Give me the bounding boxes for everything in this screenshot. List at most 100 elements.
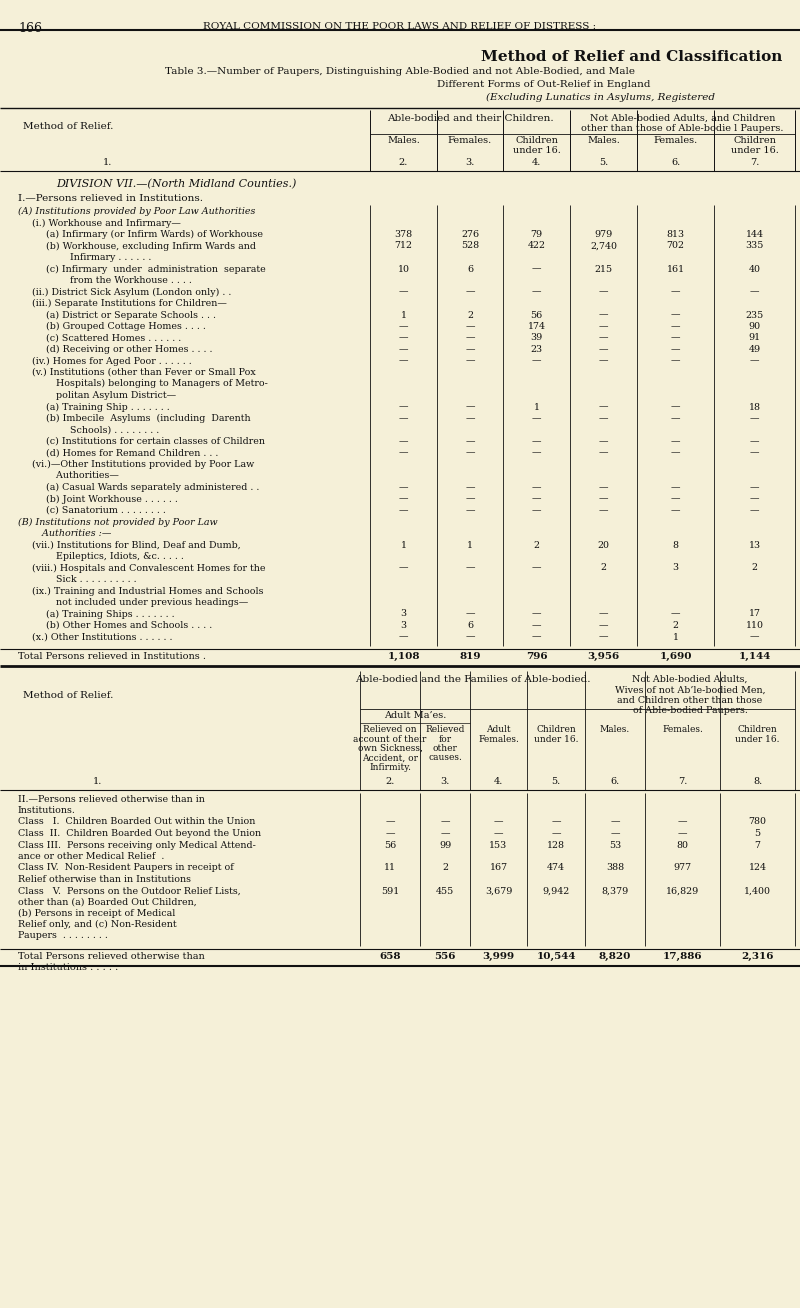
Text: 796: 796	[526, 651, 547, 661]
Text: (x.) Other Institutions . . . . . .: (x.) Other Institutions . . . . . .	[32, 633, 173, 641]
Text: 10: 10	[398, 264, 410, 273]
Text: —: —	[466, 288, 474, 297]
Text: (c) Infirmary  under  administration  separate: (c) Infirmary under administration separ…	[46, 264, 266, 273]
Text: 388: 388	[606, 863, 624, 872]
Text: 2: 2	[467, 310, 473, 319]
Text: 174: 174	[527, 322, 546, 331]
Text: Method of Relief.: Method of Relief.	[23, 691, 114, 700]
Text: 56: 56	[384, 841, 396, 849]
Text: —: —	[670, 345, 680, 354]
Text: (B) Institutions not provided by Poor Law: (B) Institutions not provided by Poor La…	[18, 518, 218, 527]
Text: Adult: Adult	[486, 725, 511, 734]
Text: 79: 79	[530, 230, 542, 239]
Text: 90: 90	[749, 322, 761, 331]
Text: Method of Relief.: Method of Relief.	[23, 122, 114, 131]
Text: 455: 455	[436, 887, 454, 896]
Text: 5: 5	[754, 829, 761, 838]
Text: 235: 235	[746, 310, 764, 319]
Text: 53: 53	[609, 841, 621, 849]
Text: 2: 2	[751, 564, 758, 573]
Text: —: —	[750, 506, 759, 515]
Text: —: —	[398, 288, 408, 297]
Text: 49: 49	[749, 345, 761, 354]
Text: 9,942: 9,942	[542, 887, 570, 896]
Text: 99: 99	[439, 841, 451, 849]
Text: —: —	[750, 483, 759, 492]
Text: Relief only, and (c) Non-Resident: Relief only, and (c) Non-Resident	[18, 921, 177, 930]
Text: —: —	[398, 322, 408, 331]
Text: Class   I.  Children Boarded Out within the Union: Class I. Children Boarded Out within the…	[18, 818, 255, 827]
Text: Males.: Males.	[600, 725, 630, 734]
Text: 2: 2	[442, 863, 448, 872]
Text: 813: 813	[666, 230, 685, 239]
Text: (vi.)—Other Institutions provided by Poor Law: (vi.)—Other Institutions provided by Poo…	[32, 460, 254, 470]
Text: 80: 80	[677, 841, 689, 849]
Text: Able-bodied and the Families of Able-bodied.: Able-bodied and the Families of Able-bod…	[354, 675, 590, 684]
Text: —: —	[398, 506, 408, 515]
Text: —: —	[532, 264, 542, 273]
Text: —: —	[466, 345, 474, 354]
Text: 422: 422	[527, 242, 546, 251]
Text: 1.: 1.	[103, 158, 113, 167]
Text: 3,999: 3,999	[482, 952, 514, 961]
Text: —: —	[532, 288, 542, 297]
Text: —: —	[598, 610, 608, 619]
Text: —: —	[494, 829, 503, 838]
Text: —: —	[386, 829, 394, 838]
Text: —: —	[750, 449, 759, 458]
Text: (b) Other Homes and Schools . . . .: (b) Other Homes and Schools . . . .	[46, 621, 212, 630]
Text: 215: 215	[594, 264, 613, 273]
Text: (a) Training Ships . . . . . . .: (a) Training Ships . . . . . . .	[46, 610, 174, 619]
Text: (b) Imbecile  Asylums  (including  Darenth: (b) Imbecile Asylums (including Darenth	[46, 415, 250, 422]
Text: —: —	[598, 437, 608, 446]
Text: under 16.: under 16.	[730, 146, 778, 156]
Text: (b) Joint Workhouse . . . . . .: (b) Joint Workhouse . . . . . .	[46, 494, 178, 504]
Text: —: —	[670, 437, 680, 446]
Text: 153: 153	[490, 841, 508, 849]
Text: Children: Children	[733, 136, 776, 145]
Text: 16,829: 16,829	[666, 887, 699, 896]
Text: —: —	[466, 506, 474, 515]
Text: 6.: 6.	[610, 777, 620, 786]
Text: 1.: 1.	[94, 777, 102, 786]
Text: —: —	[466, 403, 474, 412]
Text: 276: 276	[461, 230, 479, 239]
Text: 161: 161	[666, 264, 685, 273]
Text: 166: 166	[18, 22, 42, 35]
Text: 1: 1	[467, 540, 473, 549]
Text: Class   V.  Persons on the Outdoor Relief Lists,: Class V. Persons on the Outdoor Relief L…	[18, 887, 241, 896]
Text: Adult Ma’es.: Adult Ma’es.	[384, 712, 446, 719]
Text: (a) Training Ship . . . . . . .: (a) Training Ship . . . . . . .	[46, 403, 170, 412]
Text: from the Workhouse . . . .: from the Workhouse . . . .	[46, 276, 192, 285]
Text: Males.: Males.	[387, 136, 420, 145]
Text: 474: 474	[547, 863, 565, 872]
Text: 2,740: 2,740	[590, 242, 617, 251]
Text: other: other	[433, 744, 458, 753]
Text: —: —	[398, 415, 408, 422]
Text: Females.: Females.	[448, 136, 492, 145]
Text: —: —	[398, 633, 408, 641]
Text: 2,316: 2,316	[742, 952, 774, 961]
Text: (viii.) Hospitals and Convalescent Homes for the: (viii.) Hospitals and Convalescent Homes…	[32, 564, 266, 573]
Text: 5.: 5.	[599, 158, 608, 167]
Text: —: —	[466, 322, 474, 331]
Text: 1: 1	[534, 403, 539, 412]
Text: —: —	[670, 403, 680, 412]
Text: —: —	[551, 818, 561, 827]
Text: —: —	[532, 483, 542, 492]
Text: (Excluding Lunatics in Asylums, Registered: (Excluding Lunatics in Asylums, Register…	[486, 93, 714, 102]
Text: —: —	[532, 357, 542, 365]
Text: 1,108: 1,108	[387, 651, 420, 661]
Text: —: —	[466, 610, 474, 619]
Text: —: —	[598, 334, 608, 343]
Text: Different Forms of Out-Relief in England: Different Forms of Out-Relief in England	[438, 80, 650, 89]
Text: 13: 13	[749, 540, 761, 549]
Text: Sick . . . . . . . . . .: Sick . . . . . . . . . .	[32, 574, 137, 583]
Text: —: —	[532, 494, 542, 504]
Text: Infirmary . . . . . .: Infirmary . . . . . .	[46, 252, 151, 262]
Text: Schools) . . . . . . . .: Schools) . . . . . . . .	[46, 425, 159, 434]
Text: 18: 18	[749, 403, 761, 412]
Text: —: —	[398, 437, 408, 446]
Text: 11: 11	[384, 863, 396, 872]
Text: own Sickness,: own Sickness,	[358, 744, 422, 753]
